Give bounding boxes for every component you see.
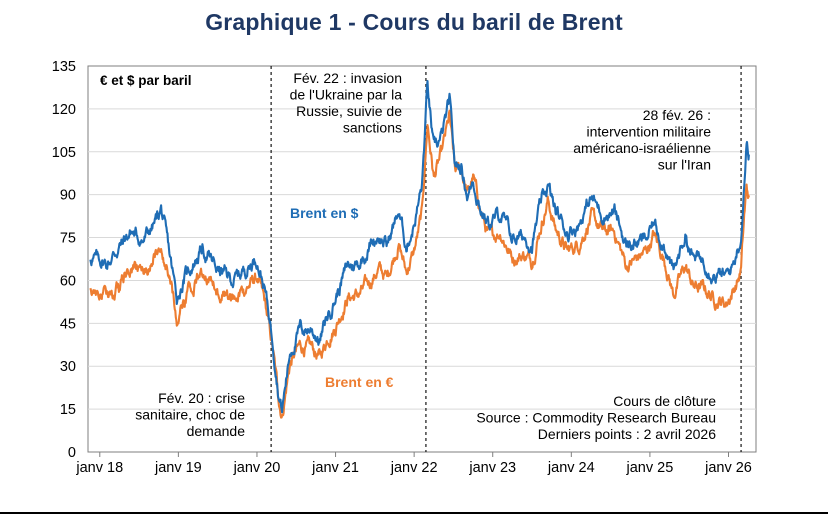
y-tick-label: 105	[52, 145, 76, 161]
series-group	[89, 80, 750, 419]
source-notes: Cours de clôture Source : Commodity Resea…	[476, 393, 716, 442]
event-annotation-iran-line: américano-israélienne	[573, 140, 711, 156]
event-annotation-ukraine: Fév. 22 : invasion de l'Ukraine par la Rus…	[290, 70, 403, 136]
x-tick-label: janv 20	[233, 460, 281, 476]
event-annotation-ukraine-line: Fév. 22 : invasion	[293, 70, 402, 86]
x-tick-label: janv 25	[626, 460, 674, 476]
event-annotation-covid-line: sanitaire, choc de	[135, 407, 245, 423]
event-annotation-ukraine-line: de l'Ukraine par la	[290, 87, 403, 103]
y-tick-label: 120	[52, 102, 76, 118]
event-annotation-ukraine-line: sanctions	[343, 120, 402, 136]
x-tick-label: janv 19	[154, 460, 202, 476]
event-annotation-iran-line: sur l'Iran	[658, 157, 711, 173]
gridlines	[88, 108, 756, 410]
source-notes-line: Cours de clôture	[613, 393, 716, 409]
event-annotation-iran: 28 fév. 26 : intervention militaire améric…	[573, 107, 711, 173]
y-tick-label: 135	[52, 59, 76, 75]
annotations: € et $ par baril Brent en $ Brent en € Fév.…	[100, 70, 716, 442]
y-tick-label: 75	[60, 231, 76, 247]
source-notes-line: Derniers points : 2 avril 2026	[538, 426, 716, 442]
y-tick-label: 90	[60, 188, 76, 204]
unit-label: € et $ par baril	[100, 73, 192, 88]
bottom-rule	[0, 512, 828, 514]
y-axis: 0 15 30 45 60 75 90 105 120 135	[52, 59, 76, 461]
x-axis: janv 18 janv 19 janv 20 janv 21 janv 22 janv …	[75, 452, 752, 476]
x-tick-label: janv 26	[704, 460, 752, 476]
event-annotation-iran-line: 28 fév. 26 :	[643, 107, 711, 123]
x-tick-label: janv 18	[75, 460, 123, 476]
x-tick-label: janv 22	[390, 460, 438, 476]
y-tick-label: 60	[60, 273, 76, 289]
series-label-usd: Brent en $	[290, 205, 359, 221]
x-tick-label: janv 21	[311, 460, 359, 476]
event-annotation-covid-line: demande	[187, 423, 246, 439]
chart-title: Graphique 1 - Cours du baril de Brent	[205, 9, 623, 35]
y-tick-label: 15	[60, 402, 76, 418]
y-tick-label: 30	[60, 359, 76, 375]
y-tick-label: 45	[60, 316, 76, 332]
x-tick-label: janv 24	[547, 460, 595, 476]
series-label-eur: Brent en €	[325, 374, 394, 390]
event-annotation-iran-line: intervention militaire	[587, 124, 712, 140]
series-line-usd	[89, 80, 750, 414]
x-tick-label: janv 23	[468, 460, 516, 476]
event-annotation-covid-line: Fév. 20 : crise	[158, 390, 245, 406]
y-tick-label: 0	[68, 445, 76, 461]
event-annotation-covid: Fév. 20 : crise sanitaire, choc de demande	[135, 390, 245, 439]
source-notes-line: Source : Commodity Research Bureau	[476, 410, 716, 426]
event-annotation-ukraine-line: Russie, suivie de	[296, 103, 402, 119]
series-line-eur	[89, 109, 750, 419]
